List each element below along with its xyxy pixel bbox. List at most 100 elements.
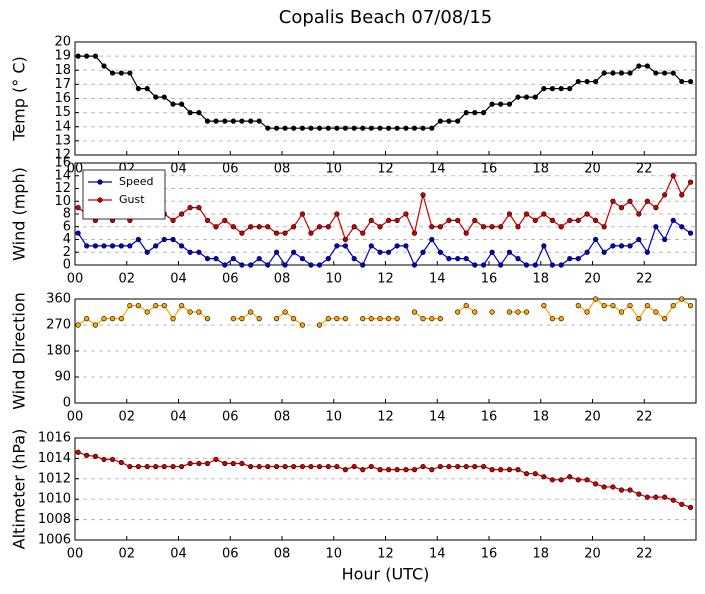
x-tick-label: 16 <box>481 410 498 425</box>
data-point <box>334 125 340 131</box>
data-point <box>170 316 176 322</box>
x-tick-label: 02 <box>118 547 135 562</box>
data-point <box>515 309 521 315</box>
data-point <box>368 217 374 223</box>
data-point <box>429 316 435 322</box>
y-tick-label: 17 <box>54 77 71 92</box>
data-point <box>144 249 150 255</box>
data-point <box>377 316 383 322</box>
data-point <box>351 463 357 470</box>
y-tick-label: 0 <box>63 258 71 273</box>
data-point <box>446 463 452 470</box>
legend-marker <box>97 197 103 203</box>
data-point <box>429 224 435 230</box>
data-point <box>394 217 400 223</box>
data-point <box>687 78 694 85</box>
data-point <box>679 192 685 198</box>
data-point <box>282 262 288 268</box>
data-point <box>316 322 323 328</box>
x-tick-label: 12 <box>377 410 394 425</box>
data-point <box>213 456 219 463</box>
data-point <box>256 118 262 124</box>
data-point <box>429 236 435 243</box>
data-point <box>541 86 547 92</box>
data-point <box>196 309 202 315</box>
data-point <box>618 309 625 315</box>
data-point <box>342 243 348 249</box>
data-point <box>549 316 555 322</box>
y-tick-label: 15 <box>54 105 71 120</box>
data-point <box>610 70 616 76</box>
data-point <box>368 463 374 470</box>
x-tick-label: 00 <box>67 410 84 425</box>
y-tick-label: 13 <box>54 133 71 148</box>
y-tick-label: 1012 <box>38 471 71 486</box>
data-point <box>558 262 564 268</box>
data-point <box>213 256 219 262</box>
data-point <box>84 316 90 322</box>
data-point <box>670 303 676 309</box>
data-point <box>549 86 555 92</box>
data-point <box>299 322 306 328</box>
data-point <box>463 463 469 470</box>
x-tick-label: 04 <box>170 162 187 177</box>
data-point <box>187 309 193 315</box>
data-point <box>670 497 676 503</box>
data-point <box>498 101 504 107</box>
data-point <box>437 463 443 470</box>
data-point <box>265 125 271 131</box>
data-point <box>593 296 599 302</box>
x-tick-label: 12 <box>377 547 394 562</box>
data-point <box>541 303 547 309</box>
data-point <box>101 63 107 69</box>
data-point <box>437 118 443 124</box>
data-point <box>472 217 478 223</box>
data-point <box>75 449 81 455</box>
data-point <box>196 205 202 211</box>
data-point <box>368 125 374 131</box>
x-tick-label: 08 <box>274 547 291 562</box>
data-point <box>636 491 642 497</box>
data-point <box>325 316 331 322</box>
data-point <box>463 110 469 116</box>
data-point <box>308 230 314 236</box>
x-tick-label: 10 <box>325 410 342 425</box>
data-point <box>601 224 607 230</box>
data-point <box>644 494 650 500</box>
data-point <box>575 78 581 85</box>
y-tick-label: 4 <box>63 232 71 247</box>
data-point <box>342 125 348 131</box>
data-point <box>316 262 323 268</box>
y-tick-label: 16 <box>54 91 71 106</box>
data-point <box>584 309 590 315</box>
data-point <box>472 110 478 116</box>
data-point <box>653 309 659 315</box>
data-point <box>377 224 383 230</box>
data-point <box>549 217 555 223</box>
data-point <box>670 70 676 76</box>
data-point <box>299 463 306 470</box>
x-tick-label: 18 <box>532 547 549 562</box>
x-tick-label: 22 <box>636 272 653 287</box>
data-point <box>403 467 409 473</box>
data-point <box>515 224 521 230</box>
data-point <box>644 303 650 309</box>
data-point <box>601 484 607 490</box>
data-point <box>515 467 521 473</box>
data-point <box>179 303 185 309</box>
data-point <box>575 303 581 309</box>
data-point <box>101 456 107 463</box>
data-point <box>463 256 469 262</box>
data-point <box>127 463 133 470</box>
x-tick-label: 12 <box>377 272 394 287</box>
data-point <box>299 256 306 262</box>
data-point <box>118 70 124 76</box>
data-point <box>230 118 236 124</box>
data-point <box>644 63 650 69</box>
data-point <box>144 86 150 92</box>
y-tick-label: 1014 <box>38 451 71 466</box>
data-point <box>153 94 159 100</box>
x-tick-label: 04 <box>170 547 187 562</box>
data-point <box>558 224 564 230</box>
data-point <box>360 125 366 131</box>
